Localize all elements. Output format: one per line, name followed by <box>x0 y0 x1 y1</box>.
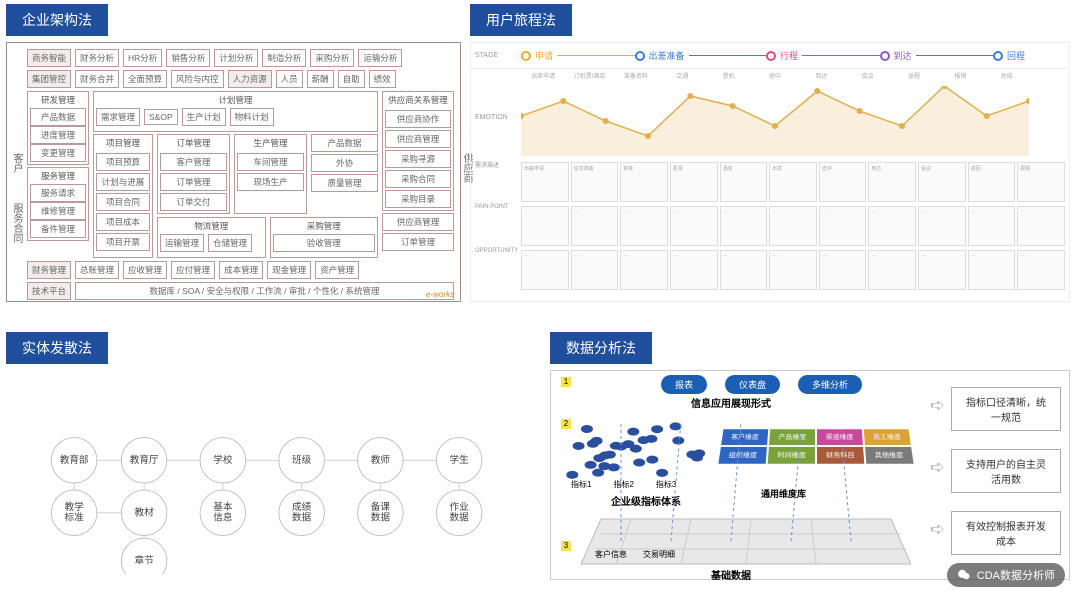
layer-top: 信息应用展现形式 <box>691 395 771 410</box>
grp-prod2: 产品数据 外协 质量管理 <box>311 134 378 214</box>
q1-logo: e-works <box>426 290 454 299</box>
grp-plan: 计划管理 需求管理 S&OP 生产计划 物料计划 <box>93 91 378 132</box>
grp-pur: 采购管理 验收管理 <box>270 217 379 258</box>
emotion-chart <box>521 86 1029 156</box>
svg-text:数据: 数据 <box>292 512 312 524</box>
svg-text:作业: 作业 <box>450 501 470 513</box>
pain-row: PAIN POINT ·····························… <box>471 204 1069 248</box>
ovals: 报表 仪表盘 多维分析 <box>661 375 862 394</box>
q3-panel: 实体发散法 教育部教育厅学校班级教师学生教学标准教材基本信息成绩数据备课数据作业… <box>6 332 536 582</box>
q2-title: 用户旅程法 <box>470 4 572 36</box>
substep-row: 出差申请订机票/酒店准备资料交通登机途中到达会议返程报销总结 <box>471 69 1069 82</box>
q3-graph: 教育部教育厅学校班级教师学生教学标准教材基本信息成绩数据备课数据作业数据章节 <box>6 364 536 574</box>
need-row: 需求描述 出差申请信息准备审批机票酒店出发途中到达会议返回报销 <box>471 160 1069 204</box>
base-plane <box>571 509 911 571</box>
svg-text:教学: 教学 <box>65 501 85 513</box>
q2-diagram: STAGE 申请出差准备行程到达回程 出差申请订机票/酒店准备资料交通登机途中到… <box>470 42 1070 302</box>
q1-panel: 企业架构法 客户 服务合同 供应商 商务智能 财务分析 HR分析 销售分析 计划… <box>6 4 461 302</box>
row-bi: 商务智能 财务分析 HR分析 销售分析 计划分析 制造分析 采购分析 运输分析 <box>27 49 454 67</box>
q2-panel: 用户旅程法 STAGE 申请出差准备行程到达回程 出差申请订机票/酒店准备资料交… <box>470 4 1070 302</box>
q1-title: 企业架构法 <box>6 4 108 36</box>
dim-grid: 客户维度产品维度渠道维度员工维度组织维度时间维度财务科目其他维度 <box>718 429 913 463</box>
base-left: 客户信息 交易明细 <box>595 549 675 560</box>
svg-text:成绩: 成绩 <box>292 501 312 513</box>
mid-area: 研发管理 产品数据 进度管理 变更管理 服务管理 服务请求 维修管理 备件管理 … <box>27 91 454 258</box>
svg-text:信息: 信息 <box>213 512 233 524</box>
grp-log: 物流管理 运输管理 仓储管理 <box>157 217 266 258</box>
svg-text:教材: 教材 <box>135 506 155 518</box>
grp-sup: 供应商关系管理 供应商协作 供应商管理 采购寻源 采购合同 采购目录 <box>382 91 454 211</box>
mid-title: 企业级指标体系 <box>611 493 681 508</box>
output-1: 指标口径清晰，统一规范 <box>951 387 1061 431</box>
svg-text:备课: 备课 <box>371 501 391 513</box>
svg-text:数据: 数据 <box>371 512 391 524</box>
arrow-icon: ➪ <box>930 395 945 416</box>
q4-panel: 数据分析法 报表 仪表盘 多维分析 信息应用展现形式 1 指标1 指标2 指标3… <box>550 332 1070 582</box>
row-tech: 技术平台 数据库 / SOA / 安全与权限 / 工作流 / 审批 / 个性化 … <box>27 282 454 300</box>
q4-diagram: 报表 仪表盘 多维分析 信息应用展现形式 1 指标1 指标2 指标3 企业级指标… <box>550 370 1070 580</box>
wechat-icon <box>957 568 971 582</box>
grp-rd: 研发管理 产品数据 进度管理 变更管理 <box>27 91 89 165</box>
svg-text:教育部: 教育部 <box>60 454 89 466</box>
svg-text:标准: 标准 <box>65 512 85 524</box>
output-2: 支持用户的自主灵活用数 <box>951 449 1061 493</box>
dim-title: 通用维度库 <box>761 487 806 500</box>
output-3: 有效控制报表开发成本 <box>951 511 1061 555</box>
watermark: CDA数据分析师 <box>947 563 1065 587</box>
svg-text:学生: 学生 <box>450 454 470 466</box>
grp-order: 订单管理 客户管理 订单管理 订单交付 <box>157 134 230 214</box>
svg-text:教师: 教师 <box>371 454 391 466</box>
svg-text:章节: 章节 <box>135 554 155 566</box>
grp-proj: 项目管理 项目预算 计划与进展 项目合同 项目成本 项目开票 <box>93 134 153 258</box>
svg-text:数据: 数据 <box>450 512 470 524</box>
svg-text:基本: 基本 <box>213 501 233 513</box>
arrow-icon: ➪ <box>930 457 945 478</box>
grp-svc: 服务管理 服务请求 维修管理 备件管理 <box>27 167 89 241</box>
row-grp: 集团管控 财务合并 全面预算 风险与内控 人力资源 人员 薪酬 自助 绩效 <box>27 70 454 88</box>
svg-text:教育厅: 教育厅 <box>130 454 159 466</box>
stage-row: STAGE 申请出差准备行程到达回程 <box>471 43 1069 69</box>
mid-labels: 指标1 指标2 指标3 <box>571 479 676 490</box>
svg-text:班级: 班级 <box>292 454 312 466</box>
opp-row: OPPORTUNITY ····························… <box>471 248 1069 292</box>
grp-prod: 生产管理 车间管理 现场生产 <box>234 134 307 214</box>
q1-diagram: 客户 服务合同 供应商 商务智能 财务分析 HR分析 销售分析 计划分析 制造分… <box>6 42 461 302</box>
side-left2: 服务合同 <box>9 203 24 243</box>
q3-title: 实体发散法 <box>6 332 108 364</box>
row-fin: 财务管理 总账管理 应收管理 应付管理 成本管理 现金管理 资产管理 <box>27 261 454 279</box>
indicator-cloud <box>561 415 711 485</box>
arrow-icon: ➪ <box>930 519 945 540</box>
base-title: 基础数据 <box>711 567 751 582</box>
marker-2: 2 <box>561 419 571 429</box>
svg-text:学校: 学校 <box>213 454 233 466</box>
q4-title: 数据分析法 <box>550 332 652 364</box>
marker-3: 3 <box>561 541 571 551</box>
side-left: 客户 <box>9 153 24 173</box>
marker-1: 1 <box>561 377 571 387</box>
